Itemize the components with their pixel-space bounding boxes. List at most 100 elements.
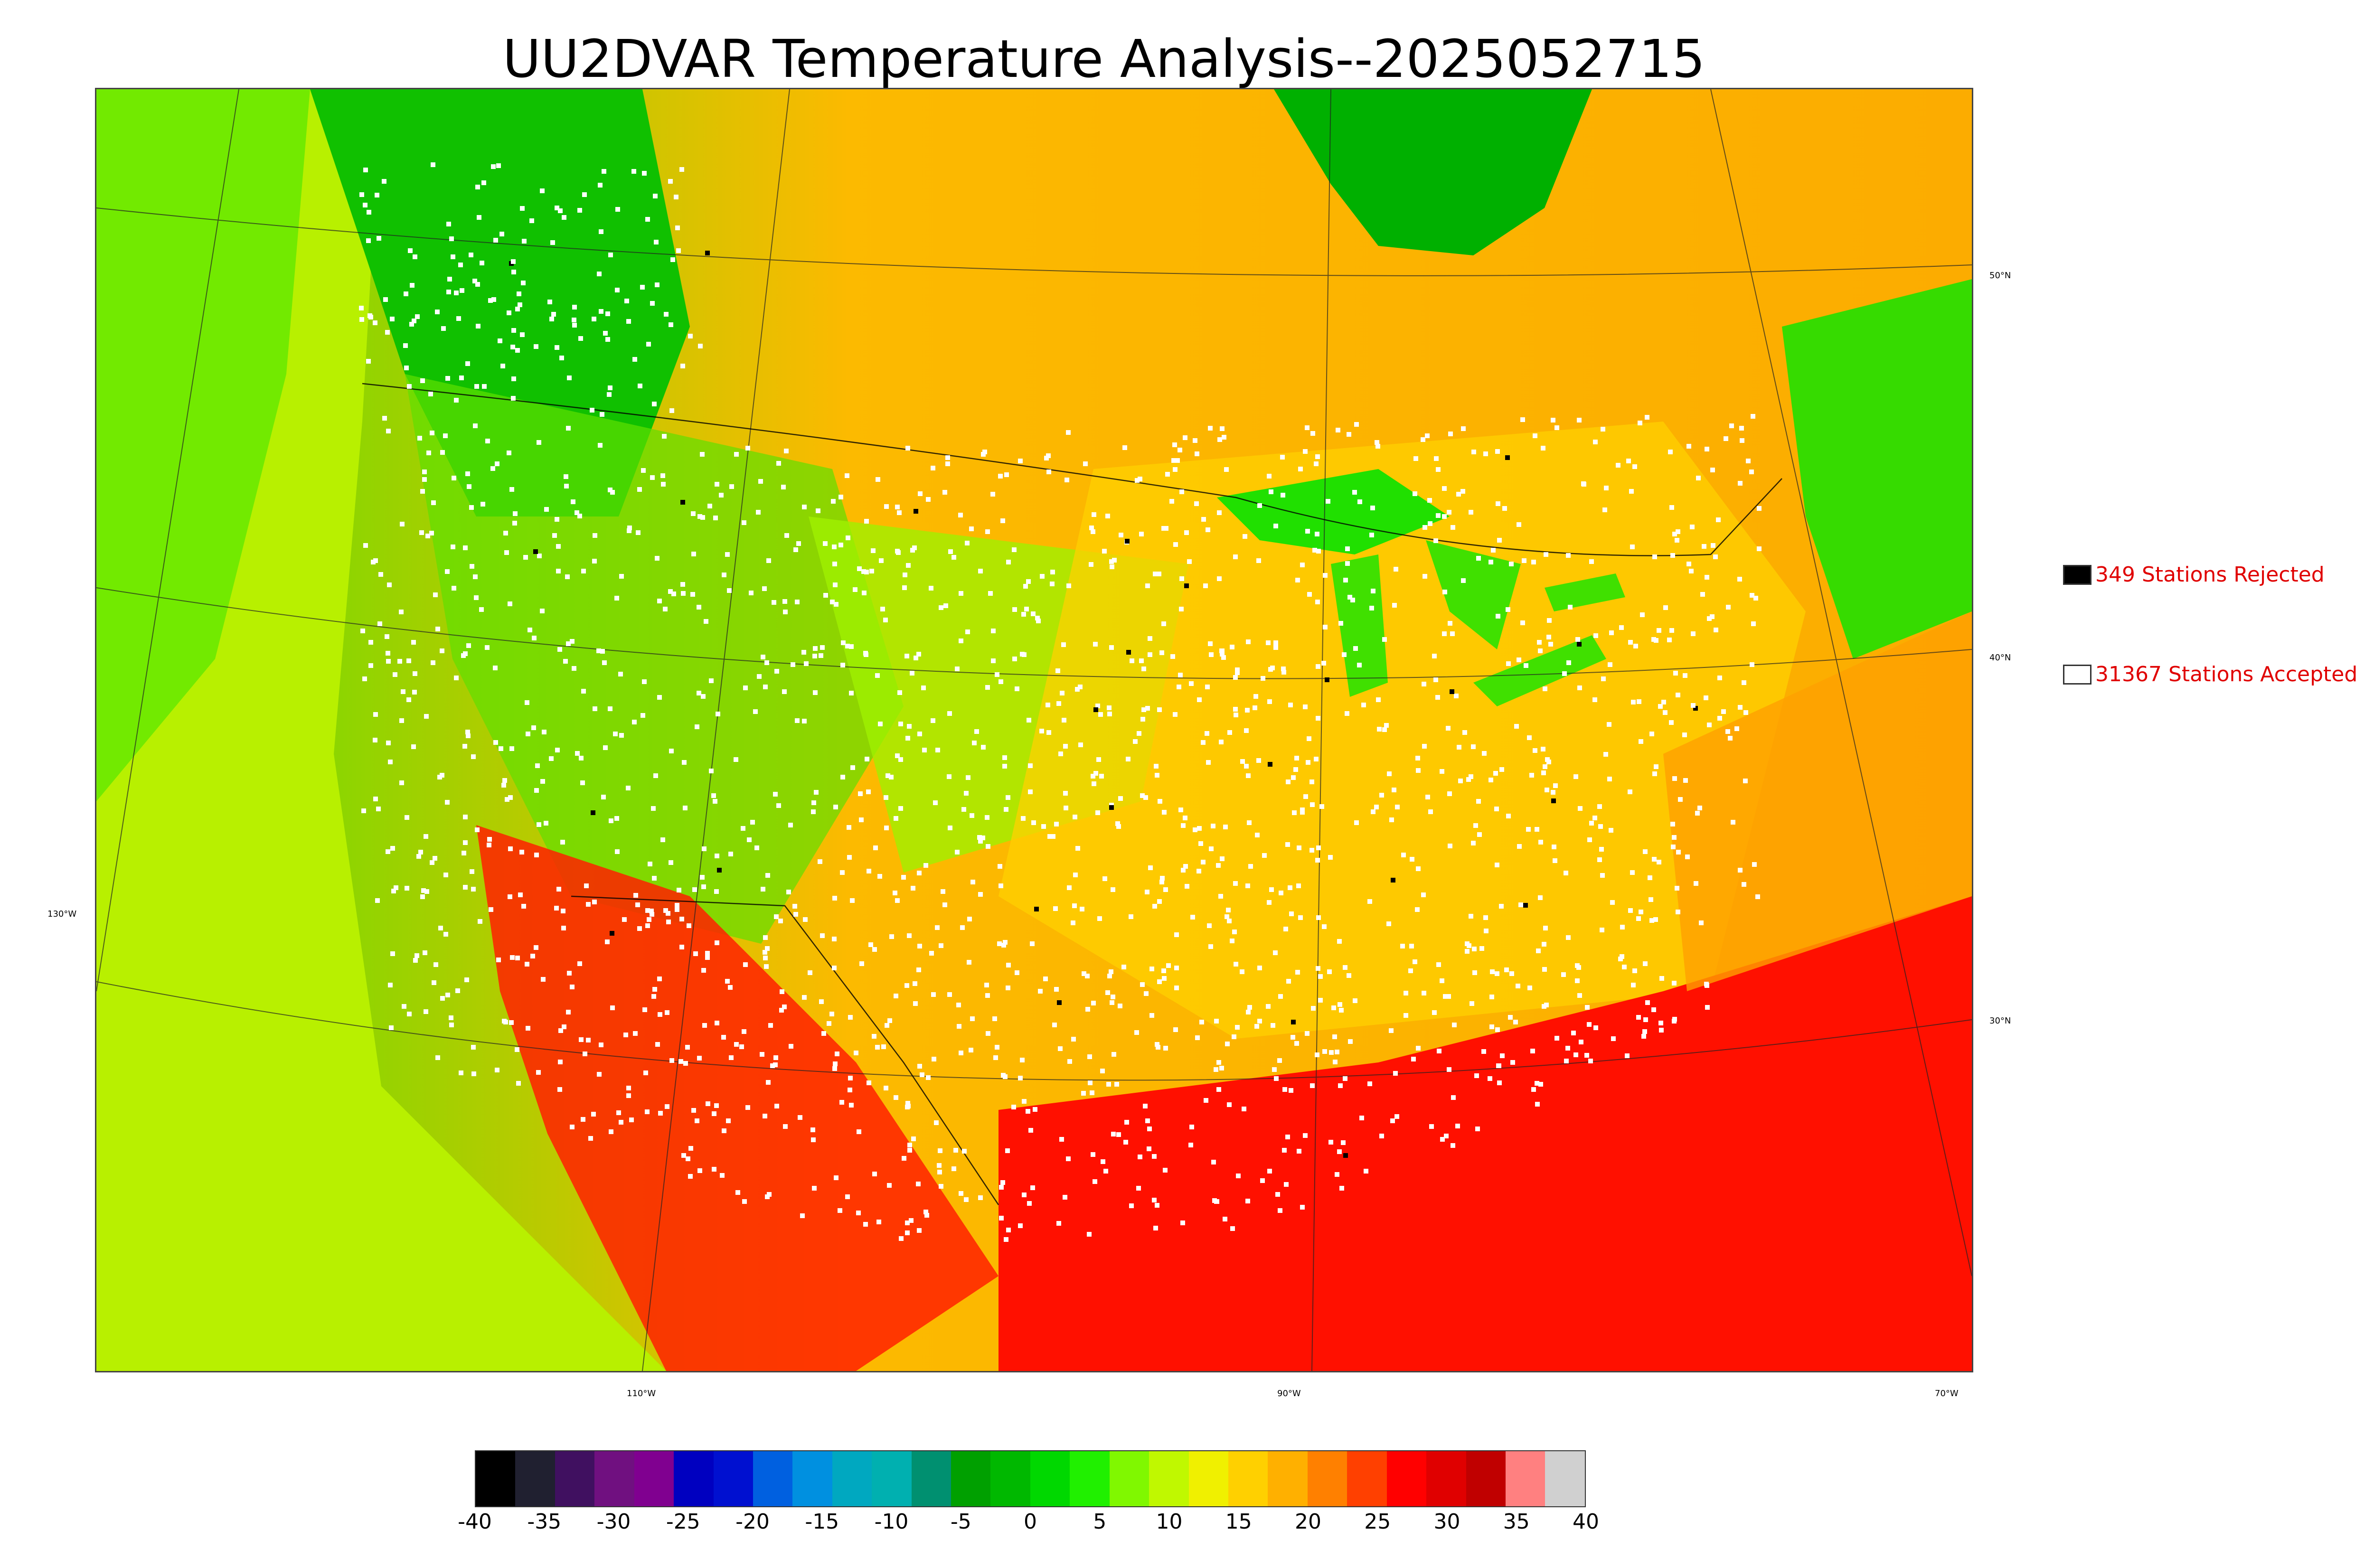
station-accepted: [658, 1012, 662, 1017]
station-accepted: [1757, 506, 1762, 511]
station-accepted: [1220, 652, 1225, 657]
station-accepted: [1713, 554, 1718, 559]
station-accepted: [1673, 671, 1678, 676]
station-accepted: [756, 510, 761, 515]
station-accepted: [1218, 894, 1223, 899]
colorbar-segment: [713, 1451, 753, 1506]
station-accepted: [947, 711, 952, 716]
station-accepted: [603, 331, 608, 336]
station-accepted: [1219, 648, 1224, 653]
station-accepted: [1582, 482, 1586, 487]
station-accepted: [1030, 941, 1035, 946]
station-accepted: [763, 950, 767, 955]
station-accepted: [651, 806, 656, 811]
station-accepted: [1209, 652, 1214, 657]
station-accepted: [1311, 1006, 1316, 1011]
station-accepted: [1638, 421, 1642, 425]
station-accepted: [1288, 885, 1292, 890]
station-accepted: [605, 337, 610, 342]
station-accepted: [1531, 560, 1536, 564]
station-accepted: [905, 446, 910, 451]
station-accepted: [876, 477, 880, 482]
station-accepted: [695, 1118, 699, 1123]
station-accepted: [1214, 1019, 1219, 1023]
station-accepted: [1316, 549, 1321, 554]
station-accepted: [1482, 751, 1487, 756]
station-accepted: [562, 1024, 566, 1029]
station-accepted: [1658, 1021, 1663, 1025]
station-accepted: [652, 876, 657, 881]
station-accepted: [531, 725, 536, 730]
temperature-map[interactable]: [95, 88, 1973, 1372]
station-accepted: [426, 451, 431, 455]
station-accepted: [1333, 1060, 1338, 1064]
station-accepted: [1575, 637, 1580, 642]
station-accepted: [1247, 820, 1252, 825]
station-accepted: [681, 591, 686, 596]
station-accepted: [389, 1025, 394, 1030]
station-accepted: [397, 659, 402, 664]
station-accepted: [1095, 810, 1100, 815]
station-accepted: [1100, 1069, 1105, 1073]
station-accepted: [1506, 814, 1511, 818]
station-accepted: [857, 1129, 861, 1134]
station-accepted: [1291, 1035, 1295, 1040]
station-accepted: [534, 344, 538, 349]
station-accepted: [1140, 982, 1145, 987]
station-accepted: [1088, 1080, 1093, 1085]
station-accepted: [1300, 563, 1305, 567]
station-accepted: [1542, 1004, 1546, 1009]
station-accepted: [845, 1194, 850, 1199]
station-accepted: [992, 1016, 997, 1021]
station-accepted: [394, 885, 398, 890]
station-accepted: [1157, 899, 1162, 904]
station-accepted: [1631, 983, 1636, 987]
station-accepted: [1535, 1102, 1540, 1107]
station-accepted: [712, 1111, 716, 1116]
station-accepted: [765, 1194, 770, 1199]
station-accepted: [445, 569, 450, 574]
station-accepted: [867, 1080, 871, 1085]
colorbar-tick-label: -20: [735, 1510, 770, 1534]
station-accepted: [1193, 827, 1197, 832]
station-accepted: [1118, 1004, 1122, 1008]
station-accepted: [967, 917, 972, 921]
station-accepted: [657, 976, 662, 981]
station-accepted: [1177, 685, 1181, 689]
station-accepted: [670, 257, 675, 262]
colorbar-segment: [1268, 1451, 1308, 1506]
station-accepted: [873, 845, 878, 850]
station-accepted: [615, 288, 620, 292]
station-accepted: [894, 816, 898, 821]
station-accepted: [542, 730, 546, 734]
station-accepted: [470, 564, 474, 569]
station-accepted: [632, 720, 637, 724]
station-accepted: [729, 1055, 734, 1060]
station-accepted: [1315, 1052, 1319, 1057]
station-accepted: [528, 628, 532, 632]
station-accepted: [1227, 919, 1232, 923]
station-accepted: [1327, 969, 1332, 974]
colorbar-tick-label: -25: [666, 1510, 700, 1534]
station-accepted: [626, 1086, 631, 1090]
station-accepted: [598, 183, 603, 188]
station-accepted: [1609, 828, 1613, 833]
station-accepted: [1717, 676, 1722, 680]
station-accepted: [829, 1012, 834, 1016]
station-accepted: [1544, 552, 1548, 557]
station-accepted: [1408, 968, 1413, 973]
station-accepted: [496, 163, 501, 168]
station-accepted: [872, 947, 877, 952]
station-accepted: [970, 880, 975, 884]
station-accepted: [772, 600, 776, 605]
station-accepted: [697, 514, 702, 519]
station-accepted: [1636, 916, 1641, 921]
station-accepted: [555, 517, 559, 522]
station-accepted: [1457, 745, 1461, 750]
lon-label-110: 110°W: [627, 1389, 656, 1399]
station-accepted: [1139, 532, 1144, 536]
station-accepted: [674, 195, 678, 199]
station-accepted: [366, 238, 371, 243]
station-accepted: [1133, 739, 1138, 744]
station-accepted: [359, 306, 364, 310]
